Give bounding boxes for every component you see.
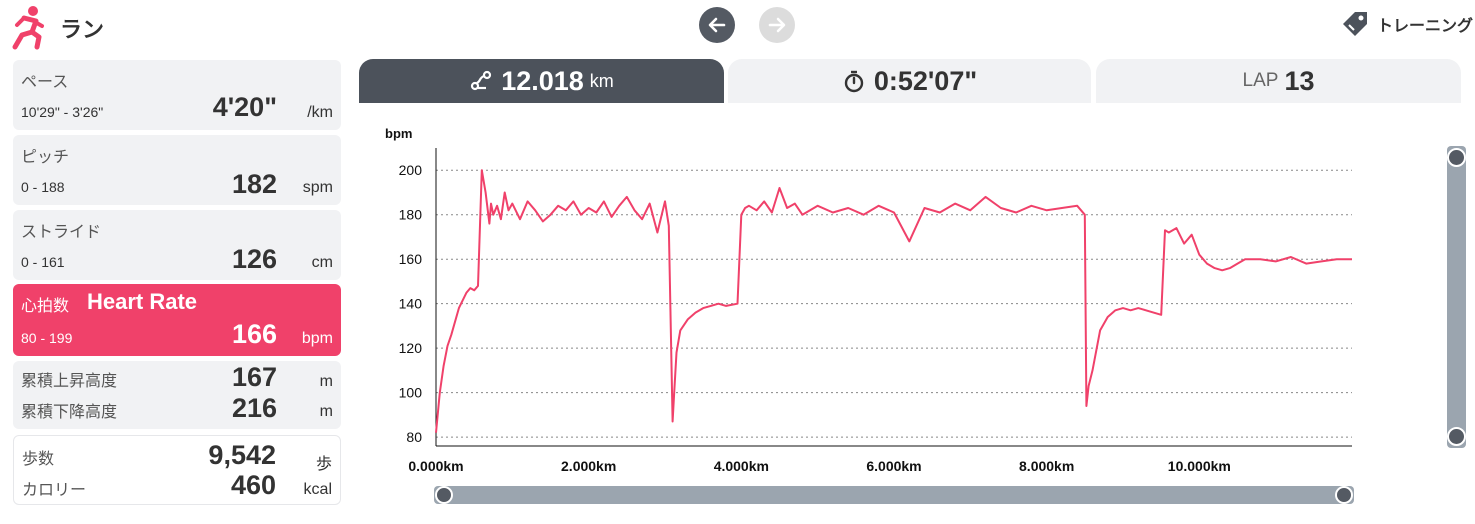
- lap-label: LAP: [1242, 70, 1279, 91]
- pace-card[interactable]: ペース 10'29" - 3'26" 4'20" /km: [13, 60, 341, 130]
- calories-value: 460: [230, 470, 276, 500]
- arrow-left-icon: [708, 17, 726, 33]
- x-tick-label: 8.000km: [1019, 458, 1074, 474]
- pitch-range: 0 - 188: [21, 179, 65, 195]
- stopwatch-icon: [844, 70, 864, 93]
- tag-icon: [1342, 12, 1367, 36]
- x-tick-label: 2.000km: [561, 458, 616, 474]
- heart-rate-chart: 200 180 160 140 120 100 80 bpm 0.000km 2.000km 4.0…: [380, 120, 1370, 480]
- ascent-label: 累積上昇高度: [21, 373, 118, 390]
- steps-unit: 歩: [315, 456, 332, 473]
- y-tick-label: 120: [399, 340, 423, 356]
- heart-rate-range: 80 - 199: [21, 330, 73, 346]
- vertical-slider-top-handle[interactable]: [1447, 148, 1466, 167]
- pace-range: 10'29" - 3'26": [21, 104, 104, 120]
- vertical-range-slider[interactable]: [1447, 146, 1466, 448]
- stride-range: 0 - 161: [21, 254, 65, 270]
- x-tick-label: 6.000km: [866, 458, 921, 474]
- pitch-label: ピッチ: [21, 149, 70, 166]
- lap-value: 13: [1284, 65, 1315, 96]
- y-tick-label: 180: [399, 207, 423, 223]
- ascent-unit: m: [319, 373, 333, 390]
- elevation-card[interactable]: 累積上昇高度 167 m 累積下降高度 216 m: [13, 361, 341, 429]
- distance-unit: km: [589, 70, 614, 91]
- y-tick-label: 140: [399, 296, 423, 312]
- pitch-value: 182: [231, 169, 277, 199]
- app-header: ラン: [6, 4, 104, 52]
- stride-value: 126: [231, 244, 277, 274]
- horizontal-slider-left-handle[interactable]: [435, 486, 453, 504]
- steps-label: 歩数: [22, 451, 55, 468]
- page-title: ラン: [60, 17, 105, 42]
- pace-value: 4'20": [212, 92, 277, 122]
- next-button[interactable]: [759, 7, 795, 43]
- route-icon: [471, 70, 492, 91]
- horizontal-range-slider[interactable]: [434, 486, 1354, 504]
- steps-value: 9,542: [208, 440, 276, 470]
- tab-distance[interactable]: 12.018 km: [359, 59, 724, 103]
- tab-time[interactable]: 0:52'07": [728, 59, 1091, 103]
- arrow-right-icon: [768, 17, 786, 33]
- descent-value: 216: [231, 393, 277, 423]
- pitch-unit: spm: [302, 179, 333, 196]
- pace-unit: /km: [307, 104, 333, 121]
- calories-unit: kcal: [303, 481, 332, 498]
- vertical-slider-bottom-handle[interactable]: [1447, 427, 1466, 446]
- runner-icon: [12, 6, 44, 50]
- x-tick-label: 10.000km: [1168, 458, 1231, 474]
- ascent-value: 167: [231, 362, 277, 392]
- y-tick-label: 160: [399, 251, 423, 267]
- chart-svg: 200 180 160 140 120 100 80 bpm 0.000km 2.000km 4.0…: [385, 126, 1352, 474]
- heart-rate-value: 166: [231, 319, 277, 349]
- tab-lap[interactable]: LAP 13: [1096, 59, 1461, 103]
- heart-rate-label-en: Heart Rate: [87, 289, 198, 314]
- heart-rate-unit: bpm: [301, 330, 333, 347]
- distance-value: 12.018: [501, 65, 584, 96]
- stride-unit: cm: [311, 254, 333, 271]
- training-label: トレーニング: [1376, 18, 1473, 35]
- descent-label: 累積下降高度: [21, 404, 118, 421]
- horizontal-slider-right-handle[interactable]: [1335, 486, 1353, 504]
- calories-label: カロリー: [22, 482, 87, 499]
- y-tick-label: 80: [406, 429, 422, 445]
- training-link[interactable]: トレーニング: [1339, 8, 1473, 40]
- y-axis-label: bpm: [385, 126, 412, 141]
- pace-label: ペース: [21, 74, 69, 91]
- steps-card[interactable]: 歩数 9,542 歩 カロリー 460 kcal: [13, 435, 341, 505]
- heart-rate-label: 心拍数: [21, 298, 70, 315]
- y-tick-label: 200: [399, 162, 423, 178]
- y-tick-label: 100: [399, 385, 423, 401]
- descent-unit: m: [319, 403, 333, 420]
- time-value: 0:52'07": [873, 65, 978, 96]
- stride-label: ストライド: [21, 224, 102, 241]
- previous-button[interactable]: [699, 7, 735, 43]
- x-tick-label: 0.000km: [408, 458, 463, 474]
- heart-rate-series-line: [435, 169, 1352, 433]
- x-tick-label: 4.000km: [714, 458, 769, 474]
- stride-card[interactable]: ストライド 0 - 161 126 cm: [13, 210, 341, 280]
- pitch-card[interactable]: ピッチ 0 - 188 182 spm: [13, 135, 341, 205]
- heart-rate-card[interactable]: 心拍数 Heart Rate 80 - 199 166 bpm: [13, 284, 341, 356]
